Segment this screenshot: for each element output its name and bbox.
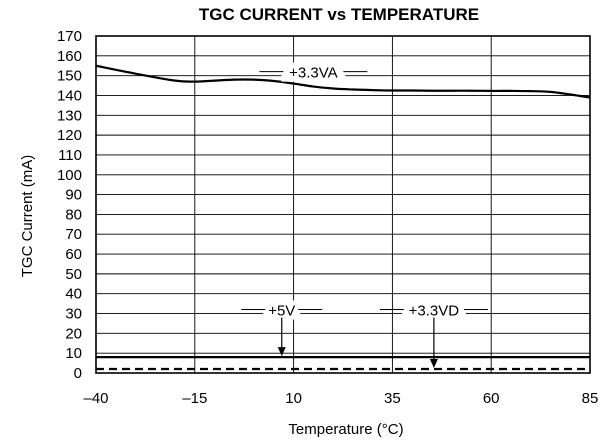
annotation-label: +3.3VA [289,65,338,82]
y-tick-label: 140 [57,87,82,104]
annotations: +3.3VA +5V +3.3VD [241,62,488,369]
y-tick-label: 40 [65,286,82,303]
y-tick-labels: 0 10 20 30 40 50 60 70 80 90 100 110 120 130 140 150 160… [57,28,82,382]
annotation-arrow-head [429,359,438,369]
annotation-arrow-head [277,347,286,357]
x-tick-label: 35 [384,390,401,407]
annotation-bg [401,300,466,320]
grid [95,35,591,374]
annotation-bg [281,62,346,82]
y-tick-label: 80 [65,206,82,223]
y-tick-label: 50 [65,266,82,283]
x-tick-label: 10 [285,390,302,407]
annotation-bg [263,300,301,320]
y-tick-label: 130 [57,107,82,124]
y-tick-label: 120 [57,127,82,144]
y-tick-label: 160 [57,48,82,65]
y-tick-label: 60 [65,246,82,263]
x-tick-label: 85 [582,390,599,407]
x-tick-label: –40 [83,390,108,407]
y-tick-label: 90 [65,187,82,204]
y-tick-label: 10 [65,345,82,362]
x-tick-label: –15 [182,390,207,407]
y-tick-label: 150 [57,68,82,85]
annotation-label: +3.3VD [409,303,460,320]
y-axis-label: TGC Current (mA) [19,155,36,278]
y-tick-label: 30 [65,306,82,323]
y-tick-label: 100 [57,167,82,184]
y-tick-label: 170 [57,28,82,45]
chart-title: TGC CURRENT vs TEMPERATURE [199,5,479,24]
y-tick-label: 20 [65,325,82,342]
y-tick-label: 110 [58,147,82,164]
y-tick-label: 70 [65,226,82,243]
plot-frame [95,35,591,374]
x-tick-labels: –40 –15 10 35 60 85 [83,390,598,407]
series-lines [95,64,591,371]
y-tick-label: 0 [74,365,82,382]
annotation-label: +5V [268,303,295,320]
x-axis-label: Temperature (°C) [288,421,403,438]
series-line-33va [95,64,591,99]
x-tick-label: 60 [483,390,500,407]
